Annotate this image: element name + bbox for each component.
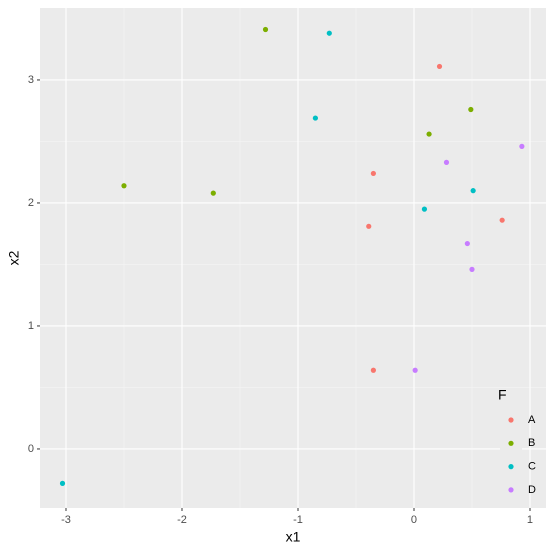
point xyxy=(464,240,470,247)
y-axis-title: x2 xyxy=(6,250,22,265)
y-tick-label: 0 xyxy=(28,443,34,455)
legend-label: B xyxy=(528,437,535,449)
point xyxy=(370,170,376,177)
point xyxy=(366,223,372,229)
point xyxy=(468,106,474,113)
point xyxy=(121,183,127,189)
y-tick-label: 3 xyxy=(28,74,34,86)
point xyxy=(469,266,475,272)
point xyxy=(412,367,418,373)
x-tick-label: -3 xyxy=(61,514,71,526)
x-tick-label: -2 xyxy=(177,514,187,526)
point xyxy=(436,63,443,70)
point xyxy=(210,190,216,196)
x-tick-label: 1 xyxy=(527,514,533,526)
point xyxy=(262,26,269,33)
legend-marker xyxy=(508,417,514,423)
legend-title: F xyxy=(498,387,507,403)
panel xyxy=(40,8,546,508)
point xyxy=(470,188,476,194)
legend-label: A xyxy=(528,414,536,426)
x-tick-label: -1 xyxy=(293,514,303,526)
point xyxy=(326,30,332,36)
legend-marker xyxy=(508,464,514,470)
legend-marker xyxy=(508,487,514,493)
point xyxy=(443,159,450,165)
point xyxy=(370,367,376,373)
point xyxy=(519,143,525,149)
point xyxy=(499,217,505,223)
point xyxy=(421,206,428,212)
legend-marker xyxy=(508,440,514,446)
point xyxy=(426,131,432,137)
y-tick-label: 2 xyxy=(28,197,34,209)
grid xyxy=(40,8,546,508)
x-tick-label: 0 xyxy=(411,514,417,526)
point xyxy=(59,480,66,486)
x-axis-title: x1 xyxy=(286,529,301,545)
legend-label: C xyxy=(528,461,536,473)
y-tick-label: 1 xyxy=(28,320,34,332)
point xyxy=(312,115,318,121)
legend-label: D xyxy=(528,484,536,496)
points xyxy=(59,26,525,486)
